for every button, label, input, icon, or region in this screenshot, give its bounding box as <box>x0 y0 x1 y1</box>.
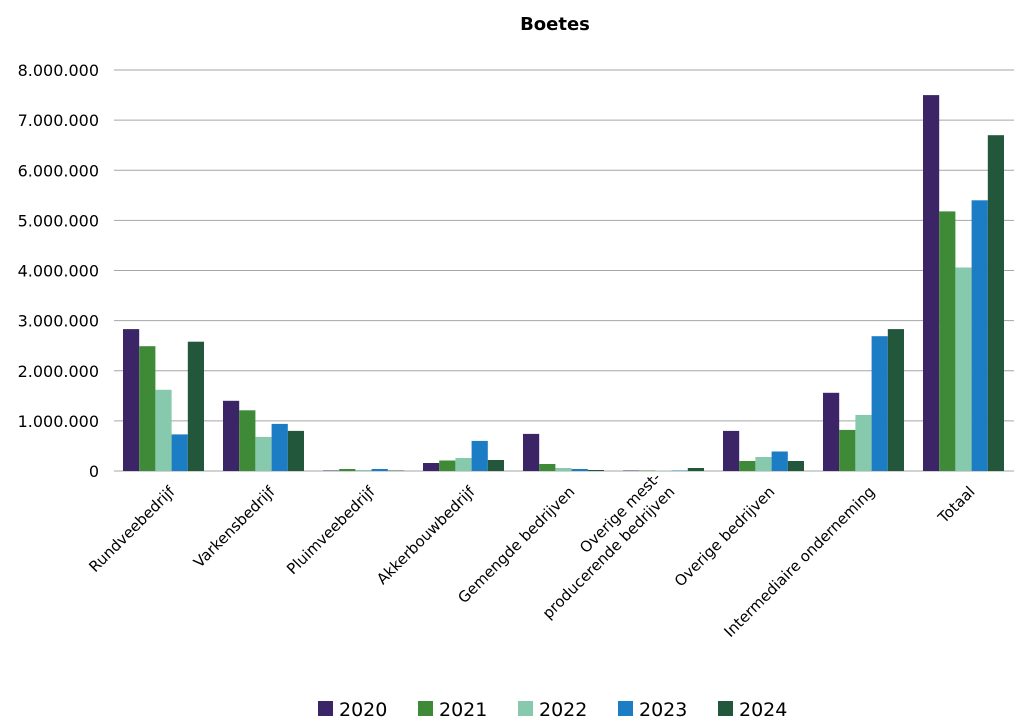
bar-2023 <box>871 336 888 471</box>
bar-2023 <box>371 469 388 471</box>
bar-2024 <box>887 329 904 471</box>
bar-2020 <box>823 392 840 471</box>
bar-2023 <box>471 440 488 471</box>
bar-2024 <box>987 135 1004 471</box>
legend-swatch <box>518 701 533 716</box>
bar-2023 <box>971 200 988 472</box>
bar-2024 <box>687 468 704 471</box>
bar-2020 <box>923 95 940 471</box>
bar-2022 <box>555 468 572 471</box>
legend-swatch <box>718 701 733 716</box>
bar-2020 <box>723 430 740 471</box>
legend-swatch <box>618 701 633 716</box>
bar-2021 <box>939 211 956 471</box>
x-tick-label: Akkerbouwbedrijf <box>373 482 479 588</box>
x-tick-label-line: Overige bedrijven <box>671 483 779 591</box>
bar-2020 <box>323 470 340 471</box>
bar-2024 <box>387 470 404 471</box>
y-tick-label: 4.000.000 <box>18 262 99 281</box>
bar-2020 <box>223 400 240 471</box>
y-tick-label: 5.000.000 <box>18 211 99 230</box>
legend-label: 2020 <box>339 699 387 721</box>
bar-2020 <box>523 433 540 471</box>
y-tick-label: 2.000.000 <box>18 362 99 381</box>
bar-2020 <box>423 463 440 471</box>
legend-label: 2024 <box>739 699 787 721</box>
bar-2022 <box>855 414 872 471</box>
bar-2022 <box>755 457 772 471</box>
x-tick-label-line: Totaal <box>934 483 979 528</box>
bars <box>123 95 1004 472</box>
bar-2021 <box>739 461 756 471</box>
bar-2021 <box>439 460 456 471</box>
bar-2024 <box>587 470 604 471</box>
legend-label: 2022 <box>539 699 587 721</box>
legend-swatch <box>418 701 433 716</box>
bar-2022 <box>355 470 372 471</box>
x-tick-label: Overige bedrijven <box>671 483 779 591</box>
bar-2024 <box>287 430 304 471</box>
y-tick-label: 3.000.000 <box>18 312 99 331</box>
x-tick-label-line: Akkerbouwbedrijf <box>373 482 479 588</box>
y-tick-label: 7.000.000 <box>18 111 99 130</box>
x-tick-label-line: Rundveebedrijf <box>85 482 179 576</box>
bar-2023 <box>171 434 188 471</box>
bar-2022 <box>655 470 672 471</box>
x-tick-label: Pluimveebedrijf <box>283 482 379 578</box>
y-tick-label: 6.000.000 <box>18 161 99 180</box>
bar-2022 <box>255 436 272 471</box>
x-tick-label: Overige mest-producerende bedrijven <box>539 469 679 623</box>
chart-title: Boetes <box>520 14 590 35</box>
bar-2023 <box>271 423 288 471</box>
y-tick-label: 1.000.000 <box>18 412 99 431</box>
x-tick-label: Totaal <box>934 483 979 528</box>
bar-2023 <box>671 470 688 471</box>
bar-2020 <box>623 470 640 471</box>
bar-2021 <box>539 464 556 471</box>
bar-2022 <box>955 267 972 471</box>
bar-2021 <box>639 470 656 471</box>
x-tick-label-line: Varkensbedrijf <box>190 482 279 571</box>
bar-2024 <box>187 341 204 471</box>
legend: 2020 2021 2022 2023 2024 <box>318 699 787 721</box>
y-axis-ticks: 0 1.000.000 2.000.000 3.000.000 4.000.000 5.0… <box>18 61 99 481</box>
legend-label: 2023 <box>639 699 687 721</box>
bar-2021 <box>239 410 256 471</box>
legend-label: 2021 <box>439 699 487 721</box>
gridlines <box>114 69 1014 472</box>
bar-2022 <box>155 389 172 471</box>
bar-2023 <box>571 469 588 471</box>
bar-2024 <box>787 461 804 471</box>
x-axis-ticks: Rundveebedrijf Varkensbedrijf Pluimveebedr… <box>85 469 978 641</box>
x-tick-label-line: Pluimveebedrijf <box>283 482 379 578</box>
bar-2023 <box>771 451 788 471</box>
legend-swatch <box>318 701 333 716</box>
x-tick-label: Varkensbedrijf <box>190 482 279 571</box>
bar-2020 <box>123 329 140 471</box>
bar-2022 <box>455 458 472 471</box>
x-tick-label: Rundveebedrijf <box>85 482 179 576</box>
y-tick-label: 0 <box>89 462 99 481</box>
y-tick-label: 8.000.000 <box>18 61 99 80</box>
bar-2021 <box>339 469 356 471</box>
bar-2024 <box>487 460 504 471</box>
bar-2021 <box>839 429 856 471</box>
bar-2021 <box>139 346 156 471</box>
